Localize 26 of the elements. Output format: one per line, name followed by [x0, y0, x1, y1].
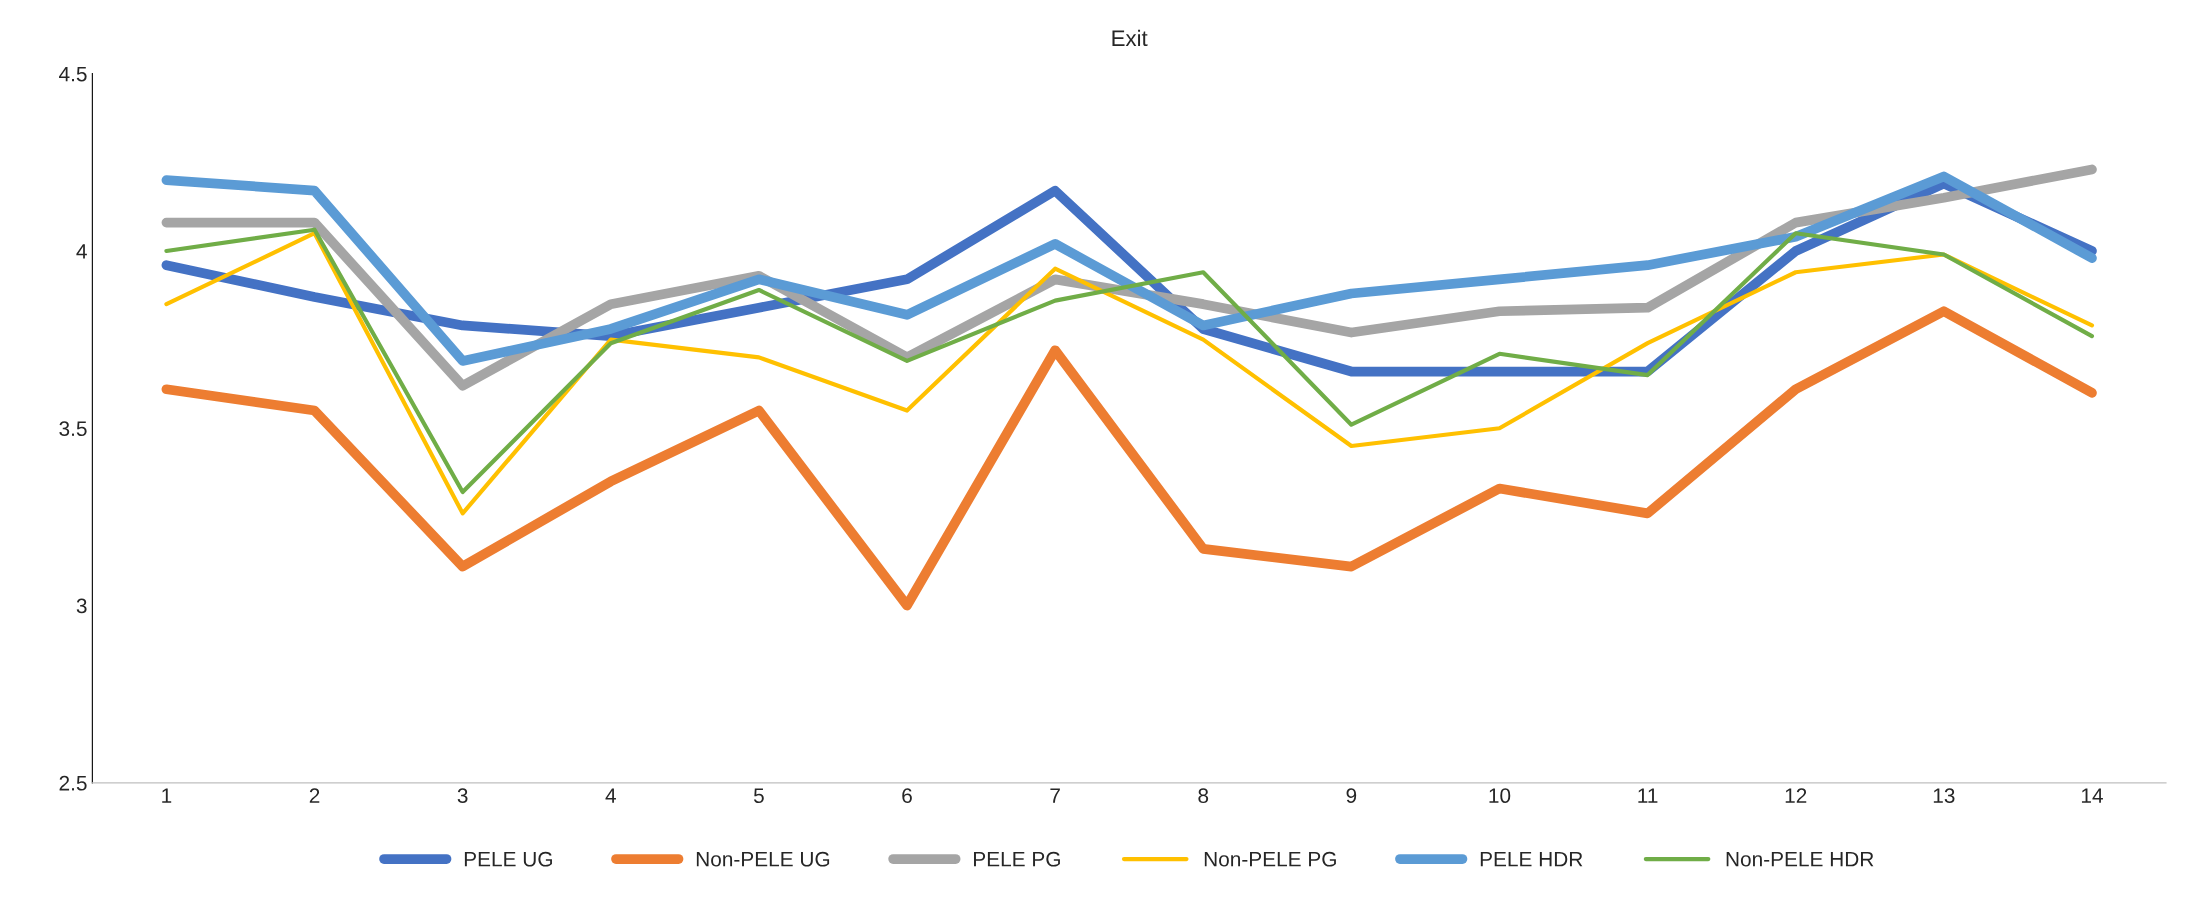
x-tick-label: 13: [1933, 788, 1955, 804]
legend-label: PELE HDR: [1480, 852, 1583, 867]
x-tick-label: 6: [902, 788, 912, 804]
x-tick-label: 1: [162, 788, 172, 803]
x-tick-label: 8: [1198, 788, 1209, 804]
legend-label: PELE UG: [464, 851, 552, 867]
legend-label: Non-PELE UG: [696, 851, 830, 867]
chart-title: Exit: [1112, 29, 1148, 47]
x-tick-label: 14: [2081, 788, 2103, 803]
y-tick-label: 2.5: [59, 775, 87, 791]
x-tick-label: 7: [1050, 788, 1060, 803]
y-tick-label: 3.5: [59, 421, 87, 437]
x-tick-label: 12: [1785, 788, 1807, 803]
x-tick-label: 2: [309, 788, 320, 803]
x-tick-label: 9: [1346, 788, 1357, 804]
x-tick-label: 4: [605, 788, 616, 803]
x-tick-label: 11: [1638, 788, 1658, 803]
x-tick-label: 5: [753, 788, 764, 804]
y-tick-label: 3: [76, 598, 87, 614]
legend-label: PELE PG: [974, 851, 1060, 867]
legend-label: Non-PELE HDR: [1726, 852, 1874, 867]
legend-label: Non-PELE PG: [1204, 851, 1336, 867]
x-tick-label: 3: [457, 788, 468, 804]
y-tick-label: 4: [76, 244, 87, 259]
x-tick-label: 10: [1489, 788, 1511, 804]
y-tick-label: 4.5: [59, 66, 87, 82]
